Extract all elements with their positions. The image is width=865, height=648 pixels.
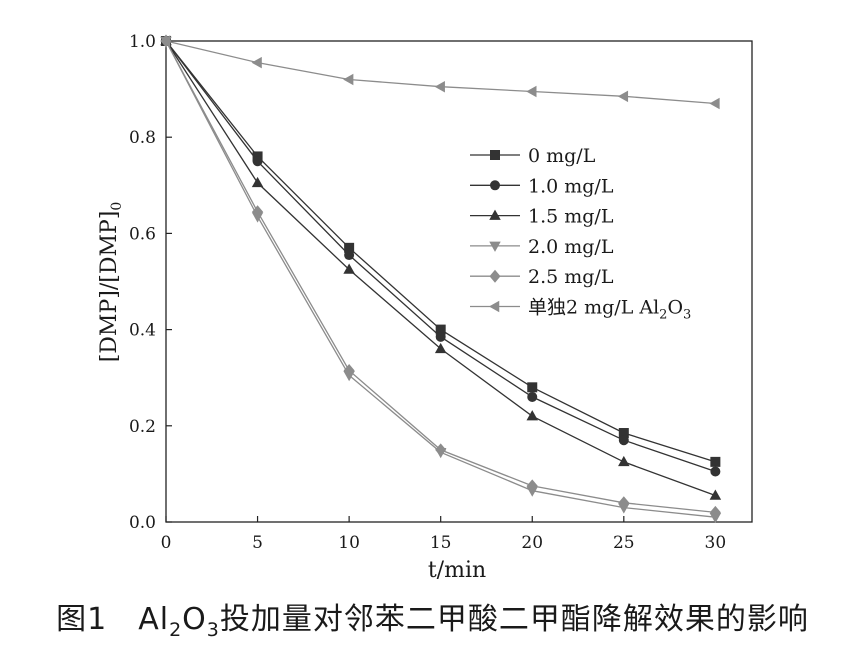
data-point: [527, 382, 538, 393]
chart-legend: 0 mg/L 1.0 mg/L 1.5 mg/L 2.0 mg/L 2.5 mg/L 单独…: [470, 145, 691, 323]
x-tick-label: 10: [338, 533, 360, 553]
x-tick-label: 20: [521, 533, 543, 553]
y-tick-label: 0.8: [129, 128, 156, 148]
data-point: [527, 391, 538, 402]
legend-item: 1.5 mg/L: [470, 206, 614, 228]
data-point: [526, 410, 538, 421]
data-point: [709, 505, 721, 519]
data-point: [435, 331, 446, 342]
data-point: [343, 363, 355, 377]
y-tick-label: 0.2: [129, 417, 156, 437]
y-tick-label: 0.4: [129, 321, 156, 341]
series-5: [160, 35, 720, 110]
data-point: [618, 428, 629, 439]
series-line: [165, 40, 716, 514]
legend-label: 1.5 mg/L: [528, 206, 614, 228]
x-axis-label: t/min: [428, 558, 486, 583]
y-axis-label: [DMP]/[DMP]0: [97, 202, 125, 363]
data-point: [618, 435, 629, 446]
data-point: [434, 80, 445, 93]
data-point: [344, 242, 355, 253]
data-point: [343, 263, 355, 274]
data-point: [709, 489, 722, 500]
legend-marker: [489, 300, 500, 313]
legend-item: 2.5 mg/L: [470, 266, 614, 288]
data-point: [710, 466, 721, 477]
y-tick-label: 0.0: [129, 513, 156, 533]
legend-item: 0 mg/L: [470, 145, 596, 167]
data-point: [344, 250, 355, 261]
legend-marker: [489, 209, 501, 220]
data-point: [252, 156, 263, 167]
data-point: [251, 176, 264, 188]
data-point: [435, 443, 447, 457]
figure-caption: 图1 Al2O3投加量对邻苯二甲酸二甲酯降解效果的影响: [56, 602, 809, 641]
x-tick-label: 25: [613, 533, 635, 553]
data-point: [251, 56, 262, 69]
x-tick-label: 5: [252, 533, 263, 553]
data-point: [618, 496, 630, 510]
data-point: [435, 324, 446, 335]
series-0: [161, 36, 721, 467]
legend-marker: [489, 269, 501, 283]
data-point: [526, 479, 538, 493]
legend-label: 0 mg/L: [528, 145, 596, 167]
series-1: [161, 36, 721, 477]
series-line: [165, 40, 716, 497]
series-4: [160, 34, 721, 519]
series-line: [165, 40, 716, 463]
legend-marker: [489, 241, 501, 252]
series-line: [165, 40, 716, 473]
plot-frame: [165, 40, 753, 523]
legend-item: 单独2 mg/L Al2O3: [470, 297, 691, 323]
data-point: [709, 97, 720, 110]
legend-marker: [490, 150, 500, 160]
data-point: [434, 342, 447, 354]
legend-label: 2.5 mg/L: [528, 266, 614, 288]
series-line: [165, 40, 716, 105]
y-tick-label: 1.0: [129, 32, 156, 52]
legend-label: 2.0 mg/L: [528, 236, 614, 258]
chart-series: [160, 34, 722, 524]
data-point: [252, 205, 264, 219]
series-2: [160, 35, 722, 500]
y-tick-label: 0.6: [129, 224, 156, 244]
line-chart: 0 5 10 15 20 25 30 0.0 0.2 0.4 0.6 0.8 1.0 0 mg/L 1.0…: [97, 32, 753, 583]
x-tick-label: 0: [161, 533, 172, 553]
x-tick-label: 15: [430, 533, 452, 553]
x-tick-label: 30: [705, 533, 727, 553]
legend-item: 1.0 mg/L: [470, 175, 614, 197]
y-axis-label-subscript: 0: [109, 202, 125, 211]
data-point: [618, 455, 630, 467]
data-point: [160, 35, 171, 47]
data-point: [617, 90, 629, 103]
legend-label: 1.0 mg/L: [528, 175, 614, 197]
legend-item: 2.0 mg/L: [470, 236, 614, 258]
legend-marker: [490, 180, 500, 191]
chart-axes: 0 5 10 15 20 25 30 0.0 0.2 0.4 0.6 0.8 1.0: [129, 32, 753, 553]
legend-label: 单独2 mg/L Al2O3: [528, 297, 691, 323]
data-point: [526, 85, 537, 98]
data-point: [343, 73, 354, 86]
data-point: [710, 456, 721, 467]
